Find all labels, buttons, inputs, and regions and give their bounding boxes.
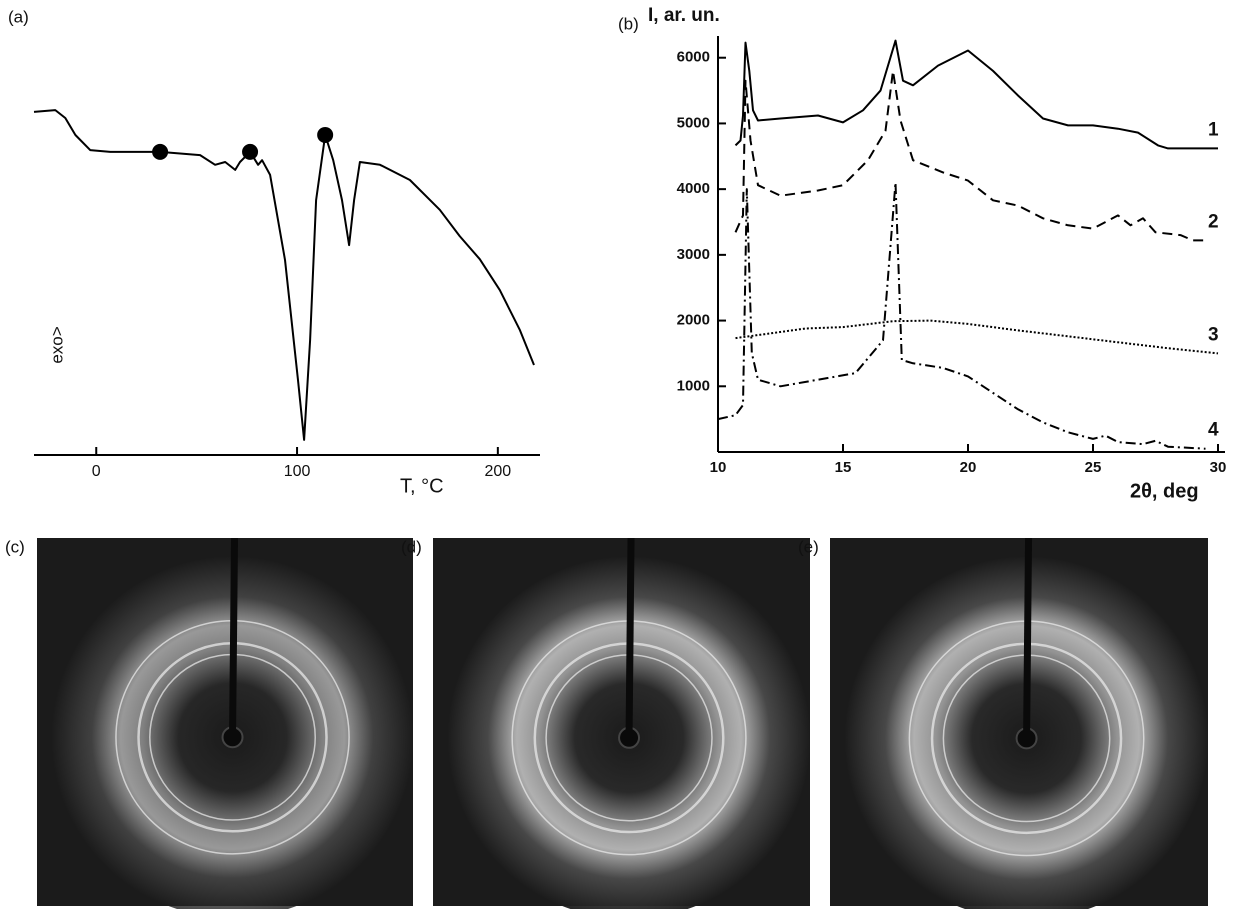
x-axis-label: 2θ, deg <box>1130 480 1199 502</box>
y-axis-label: I, ar. un. <box>648 5 720 26</box>
beam-stop <box>625 537 635 738</box>
beam-stop <box>229 537 239 738</box>
y-tick-label: 1000 <box>677 377 710 394</box>
series-label: 1 <box>1208 119 1219 140</box>
y-tick-label: 4000 <box>677 180 710 197</box>
y-tick-label: 3000 <box>677 246 710 263</box>
panel-label: (c) <box>5 537 25 556</box>
x-tick-label: 10 <box>710 459 727 476</box>
data-line <box>33 109 535 441</box>
data-line <box>734 69 1206 242</box>
x-tick-label: 200 <box>484 463 511 480</box>
x-tick-label: 20 <box>960 459 977 476</box>
series-label: 3 <box>1208 324 1219 345</box>
x-axis-label: T, °C <box>400 475 444 497</box>
panel-label: (e) <box>798 537 819 556</box>
y-tick-label: 2000 <box>677 312 710 329</box>
marker <box>242 143 259 160</box>
panel-label: (d) <box>401 537 422 556</box>
x-tick-label: 30 <box>1210 459 1227 476</box>
data-line <box>734 39 1218 150</box>
diffraction-images <box>37 537 1208 909</box>
y-axis-label: exo> <box>47 326 66 363</box>
marker <box>152 143 169 160</box>
data-line <box>717 181 1206 450</box>
marker <box>317 126 334 143</box>
panel-label: (b) <box>618 14 639 33</box>
y-tick-label: 6000 <box>677 49 710 66</box>
x-tick-label: 100 <box>284 463 311 480</box>
data-line <box>735 319 1219 355</box>
beam-stop <box>1023 537 1033 739</box>
series-label: 4 <box>1208 420 1219 441</box>
x-tick-label: 15 <box>835 459 852 476</box>
y-tick-label: 5000 <box>677 114 710 131</box>
x-tick-label: 0 <box>92 463 101 480</box>
series-label: 2 <box>1208 211 1219 232</box>
panel-label: (a) <box>8 7 29 26</box>
x-tick-label: 25 <box>1085 459 1102 476</box>
